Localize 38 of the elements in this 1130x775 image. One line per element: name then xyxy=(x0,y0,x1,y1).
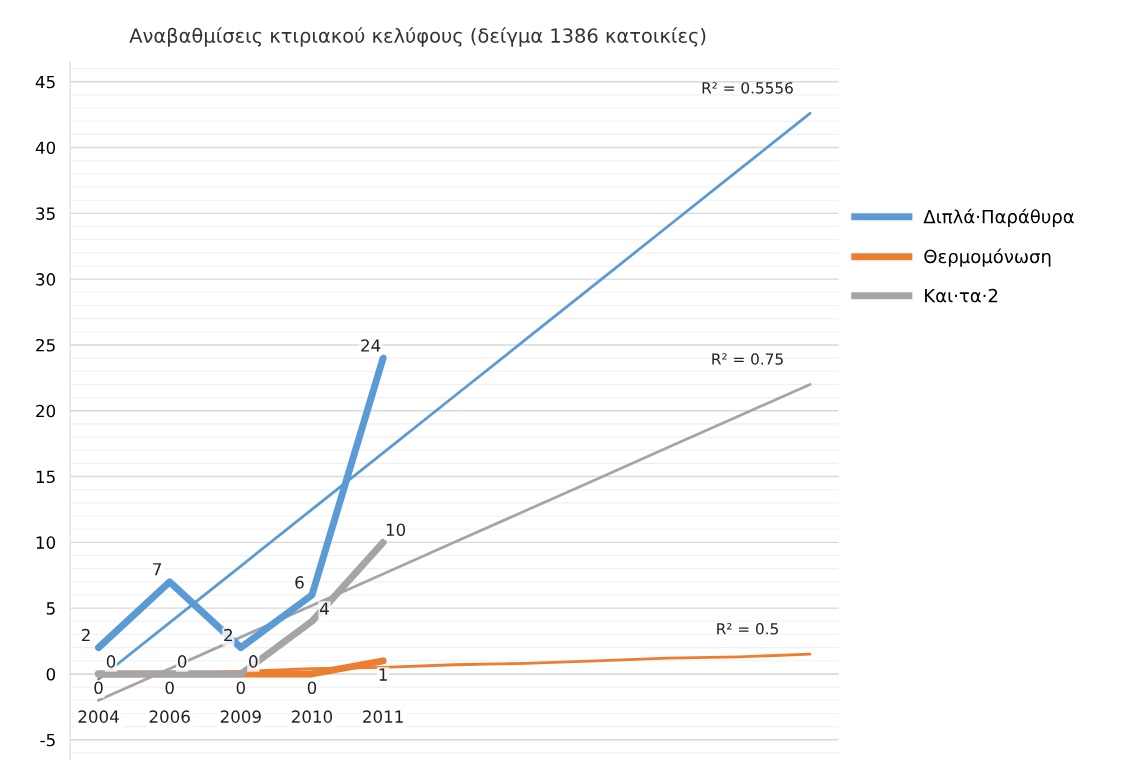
data-label: 0 xyxy=(307,681,317,695)
y-tick-label: 35 xyxy=(36,207,55,220)
y-tick-label: 5 xyxy=(46,602,55,615)
data-label: 0 xyxy=(106,655,116,668)
y-tick-label: 0 xyxy=(46,667,56,681)
legend-label: Θερμομόνωση xyxy=(924,248,1051,267)
data-label: 0 xyxy=(249,655,258,668)
x-tick-label: 2004 xyxy=(78,710,119,723)
data-label: 0 xyxy=(177,655,187,668)
y-tick-label: 20 xyxy=(36,404,56,418)
data-label: 24 xyxy=(361,339,381,352)
x-tick-label: 2010 xyxy=(291,710,333,723)
y-tick-label: -5 xyxy=(40,733,55,747)
data-label: 0 xyxy=(94,681,103,695)
y-tick-label: 45 xyxy=(35,75,55,89)
data-label: 2 xyxy=(81,628,90,642)
annotation: R² = 0.75 xyxy=(712,353,783,365)
x-tick-label: 2006 xyxy=(149,710,190,723)
data-label: 7 xyxy=(153,563,162,576)
annotation: R² = 0.5556 xyxy=(702,82,793,94)
annotation: R² = 0.5 xyxy=(717,623,778,635)
chart-title: Αναβαθμίσεις κτιριακού κελύφους (δείγμα 1386 κατοικίες) xyxy=(129,27,706,47)
data-label: 10 xyxy=(386,523,406,537)
data-label: 6 xyxy=(295,576,304,589)
y-tick-label: 30 xyxy=(36,273,56,286)
legend-label: Διπλά·Παράθυρα xyxy=(923,208,1074,227)
y-tick-label: 15 xyxy=(36,470,55,484)
y-tick-label: 40 xyxy=(35,141,56,155)
x-tick-label: 2009 xyxy=(220,710,261,723)
y-tick-label: 10 xyxy=(36,536,56,549)
x-tick-label: 2011 xyxy=(363,710,403,723)
data-label: 0 xyxy=(165,681,174,695)
data-label: 1 xyxy=(379,668,387,681)
legend-label: Και·τα·2 xyxy=(925,288,998,303)
data-label: 2 xyxy=(224,628,232,642)
data-label: 0 xyxy=(236,681,246,695)
data-label: 4 xyxy=(319,602,329,615)
y-tick-label: 25 xyxy=(36,338,55,352)
